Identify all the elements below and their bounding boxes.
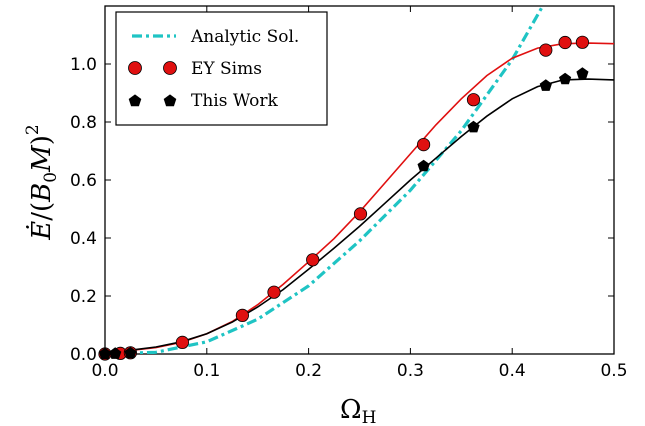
this-work-fit-line [105, 78, 614, 354]
x-tick-label: 0.2 [295, 361, 322, 381]
axis-tick-labels: 0.0 0.1 0.2 0.3 0.4 0.5 0.0 0.2 0.4 0.6 0.8 1.0 [70, 55, 628, 381]
this-work-point [559, 72, 572, 85]
x-tick-label: 0.0 [91, 361, 118, 381]
ey-sims-point [466, 93, 481, 107]
ey-sims-point [353, 207, 368, 221]
axis-ticks [104, 6, 615, 355]
this-work-point [467, 120, 480, 133]
ey-sims-point [575, 35, 590, 49]
x-tick-label: 0.5 [600, 361, 627, 381]
ey-sims-point [416, 138, 431, 152]
legend-frame [115, 11, 328, 126]
analytic-solution-line [105, 6, 545, 354]
y-tick-label: 0.8 [70, 113, 97, 133]
ey-sims-point [175, 335, 189, 349]
ey-sims-point [267, 285, 281, 299]
legend-label-ey: EY Sims [191, 59, 262, 79]
legend-swatch-ey-2 [163, 61, 177, 75]
series-markers [98, 35, 590, 361]
legend-label-thiswork: This Work [191, 91, 279, 111]
x-tick-label: 0.3 [397, 361, 424, 381]
legend-swatch-thiswork-1 [128, 94, 142, 107]
x-axis-label: ΩH [340, 395, 376, 426]
this-work-point [539, 79, 552, 91]
y-tick-label: 0.0 [70, 345, 97, 365]
this-work-point [109, 347, 122, 359]
y-tick-label: 0.2 [70, 287, 97, 307]
legend-swatch-ey-1 [128, 61, 142, 75]
this-work-point [576, 67, 589, 79]
this-work-point [124, 346, 137, 359]
y-tick-label: 1.0 [70, 55, 97, 75]
ey-sims-point [235, 308, 249, 322]
y-tick-label: 0.6 [70, 171, 97, 191]
x-tick-label: 0.1 [193, 361, 220, 381]
legend-label-analytic: Analytic Sol. [190, 27, 299, 47]
this-work-point [417, 159, 430, 172]
y-axis-label: Ė/(B0M)2 [23, 124, 61, 240]
x-tick-label: 0.4 [499, 361, 526, 381]
y-tick-label: 0.4 [70, 229, 97, 249]
ey-sims-point [539, 43, 553, 57]
ey-sims-point [306, 253, 320, 267]
legend-swatch-thiswork-2 [163, 94, 177, 107]
ey-sims-point [558, 35, 572, 50]
legend: Analytic Sol. EY Sims This Work [115, 11, 328, 126]
